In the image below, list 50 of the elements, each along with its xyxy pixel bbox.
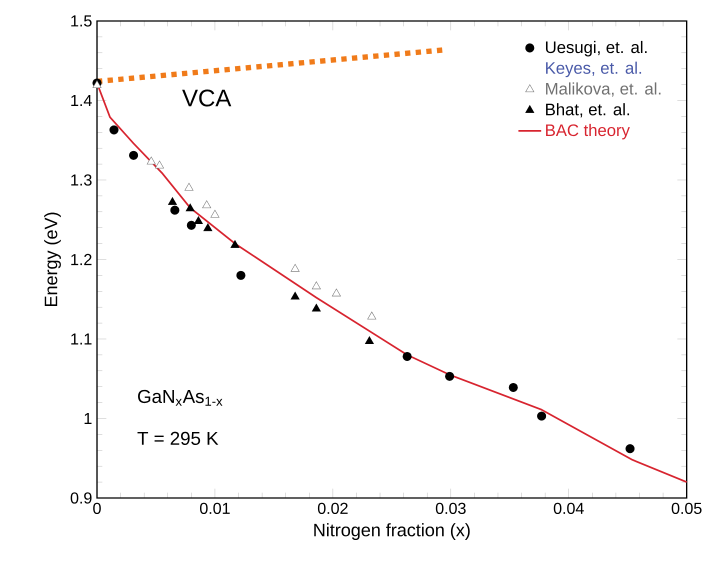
y-tick-label: 1.5: [71, 15, 92, 27]
point: [332, 288, 341, 296]
x-axis-title: Nitrogen fraction (x): [314, 523, 470, 540]
y-tick-label: 1.4: [71, 95, 92, 106]
legend-label: Bhat, et. al.: [546, 103, 630, 118]
point: [202, 200, 212, 208]
legend-label: Malikova, et. al.: [546, 82, 661, 97]
point: [365, 336, 374, 344]
point: [170, 206, 180, 215]
point: [194, 216, 203, 224]
legend-label: Keyes, et. al.: [546, 62, 642, 78]
point: [236, 270, 246, 280]
x-tick-label: 0.03: [436, 502, 466, 514]
point: [146, 156, 156, 164]
point: [402, 352, 412, 362]
annotation: VCA: [182, 90, 232, 107]
point: [109, 125, 119, 134]
point: [129, 150, 138, 160]
point: [537, 412, 546, 421]
y-tick-label: 1: [84, 412, 92, 424]
point: [508, 382, 518, 392]
point: [312, 304, 321, 312]
y-tick-label: 1.3: [71, 174, 92, 186]
y-tick-label: 0.9: [70, 492, 92, 504]
y-tick-label: 1.2: [71, 254, 92, 266]
x-tick-label: 0.05: [672, 502, 702, 514]
point: [312, 281, 321, 290]
y-axis-title: Energy (eV): [44, 212, 61, 306]
point: [445, 372, 454, 381]
point: [367, 312, 376, 320]
annotation: GaN$_{x}$As$_{1-x}$: [138, 390, 222, 406]
point: [203, 223, 212, 232]
point: [186, 220, 196, 230]
x-tick-label: 0.02: [318, 502, 348, 514]
x-tick-label: 0: [93, 502, 101, 514]
point: [290, 264, 300, 272]
y-tick-label: 1.1: [71, 333, 92, 344]
annotation: T = 295 K: [138, 432, 218, 445]
point: [626, 444, 635, 454]
legend-label: Uesugi, et. al.: [546, 40, 647, 56]
legend-label: BAC theory: [546, 124, 630, 140]
x-tick-label: 0.04: [554, 502, 584, 514]
point: [210, 210, 220, 218]
point: [186, 204, 195, 212]
point: [290, 292, 300, 300]
point: [184, 182, 194, 191]
point: [230, 240, 240, 248]
point: [168, 197, 177, 205]
x-tick-label: 0.01: [200, 502, 230, 514]
point: [155, 160, 164, 168]
